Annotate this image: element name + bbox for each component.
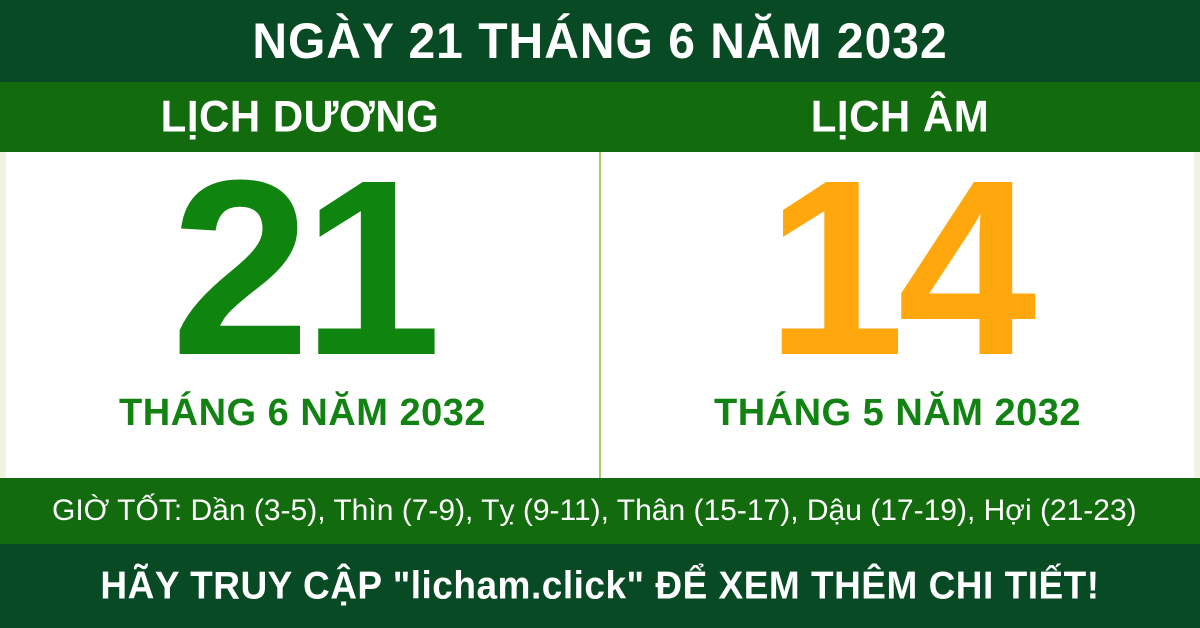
footer-cta-text: HÃY TRUY CẬP "licham.click" ĐỂ XEM THÊM …	[100, 563, 1100, 607]
footer-bar: HÃY TRUY CẬP "licham.click" ĐỂ XEM THÊM …	[0, 544, 1200, 628]
left-edge-strip	[0, 152, 6, 478]
lunar-month-year: THÁNG 5 NĂM 2032	[714, 392, 1081, 434]
calendar-panels: 21 THÁNG 6 NĂM 2032 14 THÁNG 5 NĂM 2032	[0, 128, 1200, 478]
header-bar: NGÀY 21 THÁNG 6 NĂM 2032	[0, 0, 1200, 82]
lunar-day-number: 14	[765, 128, 1037, 407]
solar-panel: 21 THÁNG 6 NĂM 2032	[6, 128, 599, 478]
right-edge-strip	[1194, 152, 1200, 478]
page-title: NGÀY 21 THÁNG 6 NĂM 2032	[252, 13, 948, 69]
good-hours-bar: GIỜ TỐT: Dần (3-5), Thìn (7-9), Tỵ (9-11…	[0, 478, 1200, 544]
solar-calendar-label: LỊCH DƯƠNG	[160, 91, 440, 142]
calendar-type-row: LỊCH DƯƠNG LỊCH ÂM	[0, 82, 1200, 152]
good-hours-text: GIỜ TỐT: Dần (3-5), Thìn (7-9), Tỵ (9-11…	[52, 494, 1137, 527]
lunar-panel: 14 THÁNG 5 NĂM 2032	[601, 128, 1194, 478]
panel-divider	[599, 152, 601, 478]
solar-month-year: THÁNG 6 NĂM 2032	[119, 392, 486, 434]
solar-day-number: 21	[170, 128, 442, 407]
lunar-calendar-label: LỊCH ÂM	[810, 91, 990, 142]
